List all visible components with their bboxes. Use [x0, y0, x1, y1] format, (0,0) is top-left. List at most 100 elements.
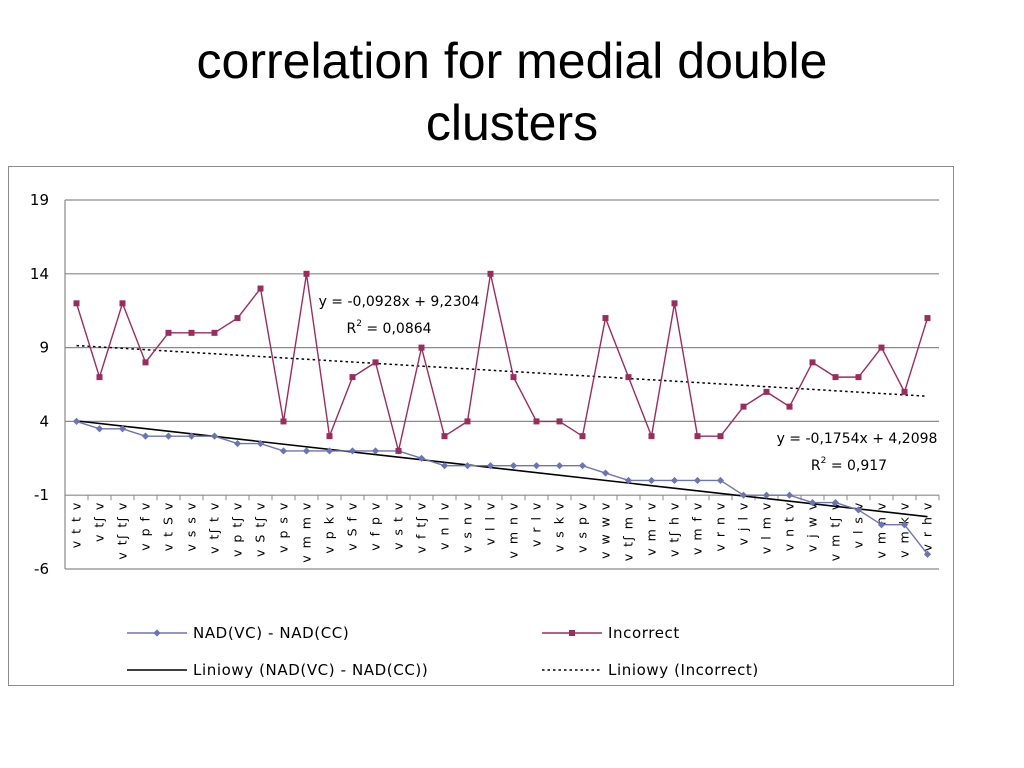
x-tick-label: v n t v: [782, 501, 797, 551]
r-squared-value: = 0,917: [826, 458, 887, 474]
data-point-incorrect: [257, 285, 264, 292]
data-point-incorrect: [901, 388, 908, 395]
y-axis-ticks: 19 14 9 4 -1 -6: [30, 191, 49, 578]
data-point-incorrect: [73, 300, 80, 307]
data-point-incorrect: [510, 374, 517, 381]
data-point-nad: [555, 462, 564, 470]
data-point-incorrect: [188, 329, 195, 336]
data-point-incorrect: [855, 374, 862, 381]
data-point-nad: [440, 462, 449, 470]
data-point-incorrect: [280, 418, 287, 425]
data-point-incorrect: [119, 300, 126, 307]
trend-equation: y = -0,1754x + 4,2098: [777, 431, 938, 447]
y-tick-label: 14: [30, 265, 49, 283]
legend-item-trend: Liniowy (NAD(VC) - NAD(CC)): [127, 661, 428, 679]
x-tick-label: v s p v: [575, 501, 590, 553]
data-point-incorrect: [96, 374, 103, 381]
data-point-nad: [923, 550, 932, 558]
r-squared-exponent: 2: [356, 319, 362, 329]
title-line-1: correlation for medial double: [196, 33, 828, 89]
data-point-nad: [210, 432, 219, 440]
y-tick-label: -1: [34, 486, 49, 504]
legend-label: Liniowy (NAD(VC) - NAD(CC)): [193, 661, 428, 679]
trend-r-squared: R2 = 0,0864: [346, 319, 431, 337]
data-point-incorrect: [441, 433, 448, 440]
x-tick-label: v p tʃ v: [230, 501, 245, 557]
title-line-2: clusters: [425, 95, 599, 151]
data-point-incorrect: [165, 329, 172, 336]
data-point-nad: [279, 447, 288, 455]
data-point-incorrect: [326, 433, 333, 440]
data-point-nad: [578, 462, 587, 470]
data-point-nad: [325, 447, 334, 455]
data-point-nad: [141, 432, 150, 440]
x-tick-label: v tʃ h v: [667, 501, 682, 557]
x-tick-label: v tʃ m v: [621, 501, 636, 561]
data-point-incorrect: [349, 374, 356, 381]
x-tick-label: v s n v: [460, 501, 475, 553]
data-point-nad: [256, 439, 265, 448]
x-tick-label: v s s v: [184, 501, 199, 551]
legend-label: NAD(VC) - NAD(CC): [193, 624, 349, 642]
x-tick-label: v s t v: [391, 501, 406, 550]
x-tick-label: v s k v: [552, 501, 567, 552]
data-point-incorrect: [625, 374, 632, 381]
data-point-nad: [164, 432, 173, 440]
x-tick-label: v m r v: [644, 501, 659, 556]
x-tick-label: v l s v: [851, 501, 866, 548]
data-point-incorrect: [464, 418, 471, 425]
data-point-incorrect: [533, 418, 540, 425]
data-point-nad: [854, 506, 863, 514]
chart-frame: 19 14 9 4 -1 -6 v t t v v tʃ v v tʃ tʃ v v p f v…: [8, 166, 954, 686]
data-point-nad: [509, 462, 518, 470]
x-tick-label: v r h v: [920, 501, 935, 551]
x-tick-label: v t t v: [69, 501, 84, 548]
data-point-incorrect: [717, 433, 724, 440]
x-tick-label: v p f v: [138, 501, 153, 551]
data-point-incorrect: [694, 433, 701, 440]
series-line-nad: [76, 420, 929, 555]
x-tick-label: v w w v: [598, 501, 613, 559]
data-point-nad: [900, 521, 909, 529]
x-tick-label: v t S v: [161, 501, 176, 551]
data-point-nad: [647, 476, 656, 485]
x-tick-label: v m m v: [299, 501, 314, 563]
legend-marker-diamond: [153, 629, 161, 637]
data-point-nad: [95, 425, 104, 433]
data-point-incorrect: [809, 359, 816, 366]
legend-item-trend: Liniowy (Incorrect): [542, 661, 759, 679]
slide-title: correlation for medial double clusters: [0, 30, 1024, 154]
data-point-nad: [670, 476, 679, 485]
data-point-nad: [348, 447, 357, 455]
x-tick-label: v m n v: [506, 501, 521, 558]
data-point-nad: [785, 491, 794, 499]
legend-label: Incorrect: [608, 624, 680, 642]
y-tick-label: 9: [39, 339, 49, 357]
data-point-incorrect: [395, 447, 402, 454]
data-point-nad: [739, 491, 748, 499]
data-point-incorrect: [602, 315, 609, 322]
data-point-incorrect: [786, 403, 793, 410]
trendline-incorrect: [76, 344, 928, 397]
data-point-nad: [877, 521, 886, 529]
data-point-incorrect: [418, 344, 425, 351]
data-point-incorrect: [832, 374, 839, 381]
data-point-nad: [808, 498, 817, 507]
data-point-nad: [417, 454, 426, 462]
legend-marker-square: [569, 630, 575, 636]
x-tick-label: v S f v: [345, 501, 360, 551]
x-tick-label: v n l v: [437, 501, 452, 550]
data-point-incorrect: [487, 270, 494, 277]
data-point-incorrect: [878, 344, 885, 351]
data-point-incorrect: [211, 329, 218, 336]
x-tick-label: v tʃ tʃ v: [115, 501, 130, 559]
x-tick-label: v f tʃ v: [414, 501, 429, 553]
data-point-nad: [716, 476, 725, 485]
data-point-incorrect: [763, 388, 770, 395]
r-squared-exponent: 2: [821, 456, 827, 466]
legend-label: Liniowy (Incorrect): [608, 661, 759, 679]
data-point-nad: [302, 447, 311, 455]
x-tick-label: v m f v: [690, 501, 705, 555]
trend-r-squared: R2 = 0,917: [811, 456, 887, 474]
data-point-incorrect: [303, 270, 310, 277]
